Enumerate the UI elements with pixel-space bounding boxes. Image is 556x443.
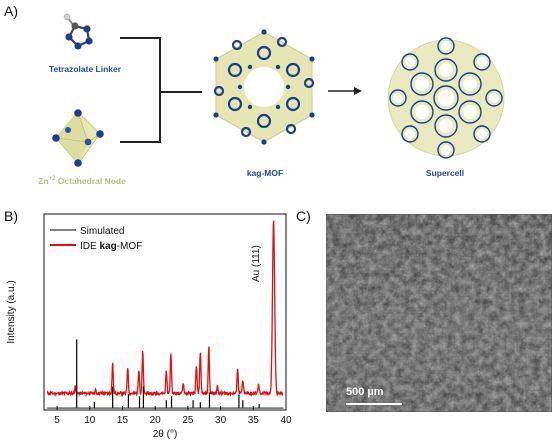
panel-c-label: C) — [296, 208, 311, 224]
tetrazolate-linker-icon — [63, 13, 93, 50]
x-tick-label: 15 — [117, 415, 129, 426]
plot-frame — [43, 213, 287, 411]
node-caption: Zn+2 Octahedral Node — [22, 176, 142, 186]
x-tick-label: 35 — [248, 415, 260, 426]
supercell-caption: Supercell — [425, 168, 465, 178]
supercell-structure-image — [387, 37, 505, 159]
sem-image: 500 µm — [326, 214, 552, 412]
panel-b-label: B) — [4, 208, 18, 224]
scale-bar-label: 500 µm — [346, 386, 384, 398]
kag-mof-structure-image — [213, 29, 315, 145]
au-111-annotation: Au (111) — [251, 245, 262, 282]
mof-caption-rest: -MOF — [261, 168, 284, 178]
series-line-ide-kag-mof — [46, 220, 284, 398]
x-tick-label: 25 — [182, 415, 194, 426]
xrd-chart: 5 10 15 20 25 30 35 40 2θ (°) Intensity (a.u.) … — [6, 213, 292, 440]
bracket-connector — [120, 37, 202, 143]
octahedral-node-icon — [52, 109, 104, 167]
arrow-icon — [328, 87, 362, 95]
x-tick-label: 5 — [54, 415, 60, 426]
x-tick-group: 5 10 15 20 25 30 35 40 — [54, 406, 292, 426]
series-group — [46, 220, 284, 409]
y-axis-label: Intensity (a.u.) — [6, 280, 17, 343]
x-tick-label: 20 — [150, 415, 162, 426]
legend-ide-prefix: IDE — [80, 241, 99, 252]
panel-a-label: A) — [4, 3, 18, 19]
legend-ide-bold: kag — [99, 241, 116, 252]
mof-caption: kag-MOF — [225, 168, 305, 178]
x-tick-label: 10 — [84, 415, 96, 426]
legend-label-simulated: Simulated — [80, 226, 124, 237]
legend-ide-suffix: -MOF — [117, 241, 143, 252]
x-axis-label: 2θ (°) — [153, 429, 178, 440]
legend-label-ide: IDE kag-MOF — [80, 241, 142, 252]
linker-caption: Tetrazolate Linker — [48, 64, 122, 74]
mof-caption-bold: kag — [246, 168, 262, 178]
x-tick-label: 30 — [215, 415, 227, 426]
node-caption-text: Zn+2 Octahedral Node — [38, 176, 126, 186]
x-tick-label: 40 — [280, 415, 292, 426]
